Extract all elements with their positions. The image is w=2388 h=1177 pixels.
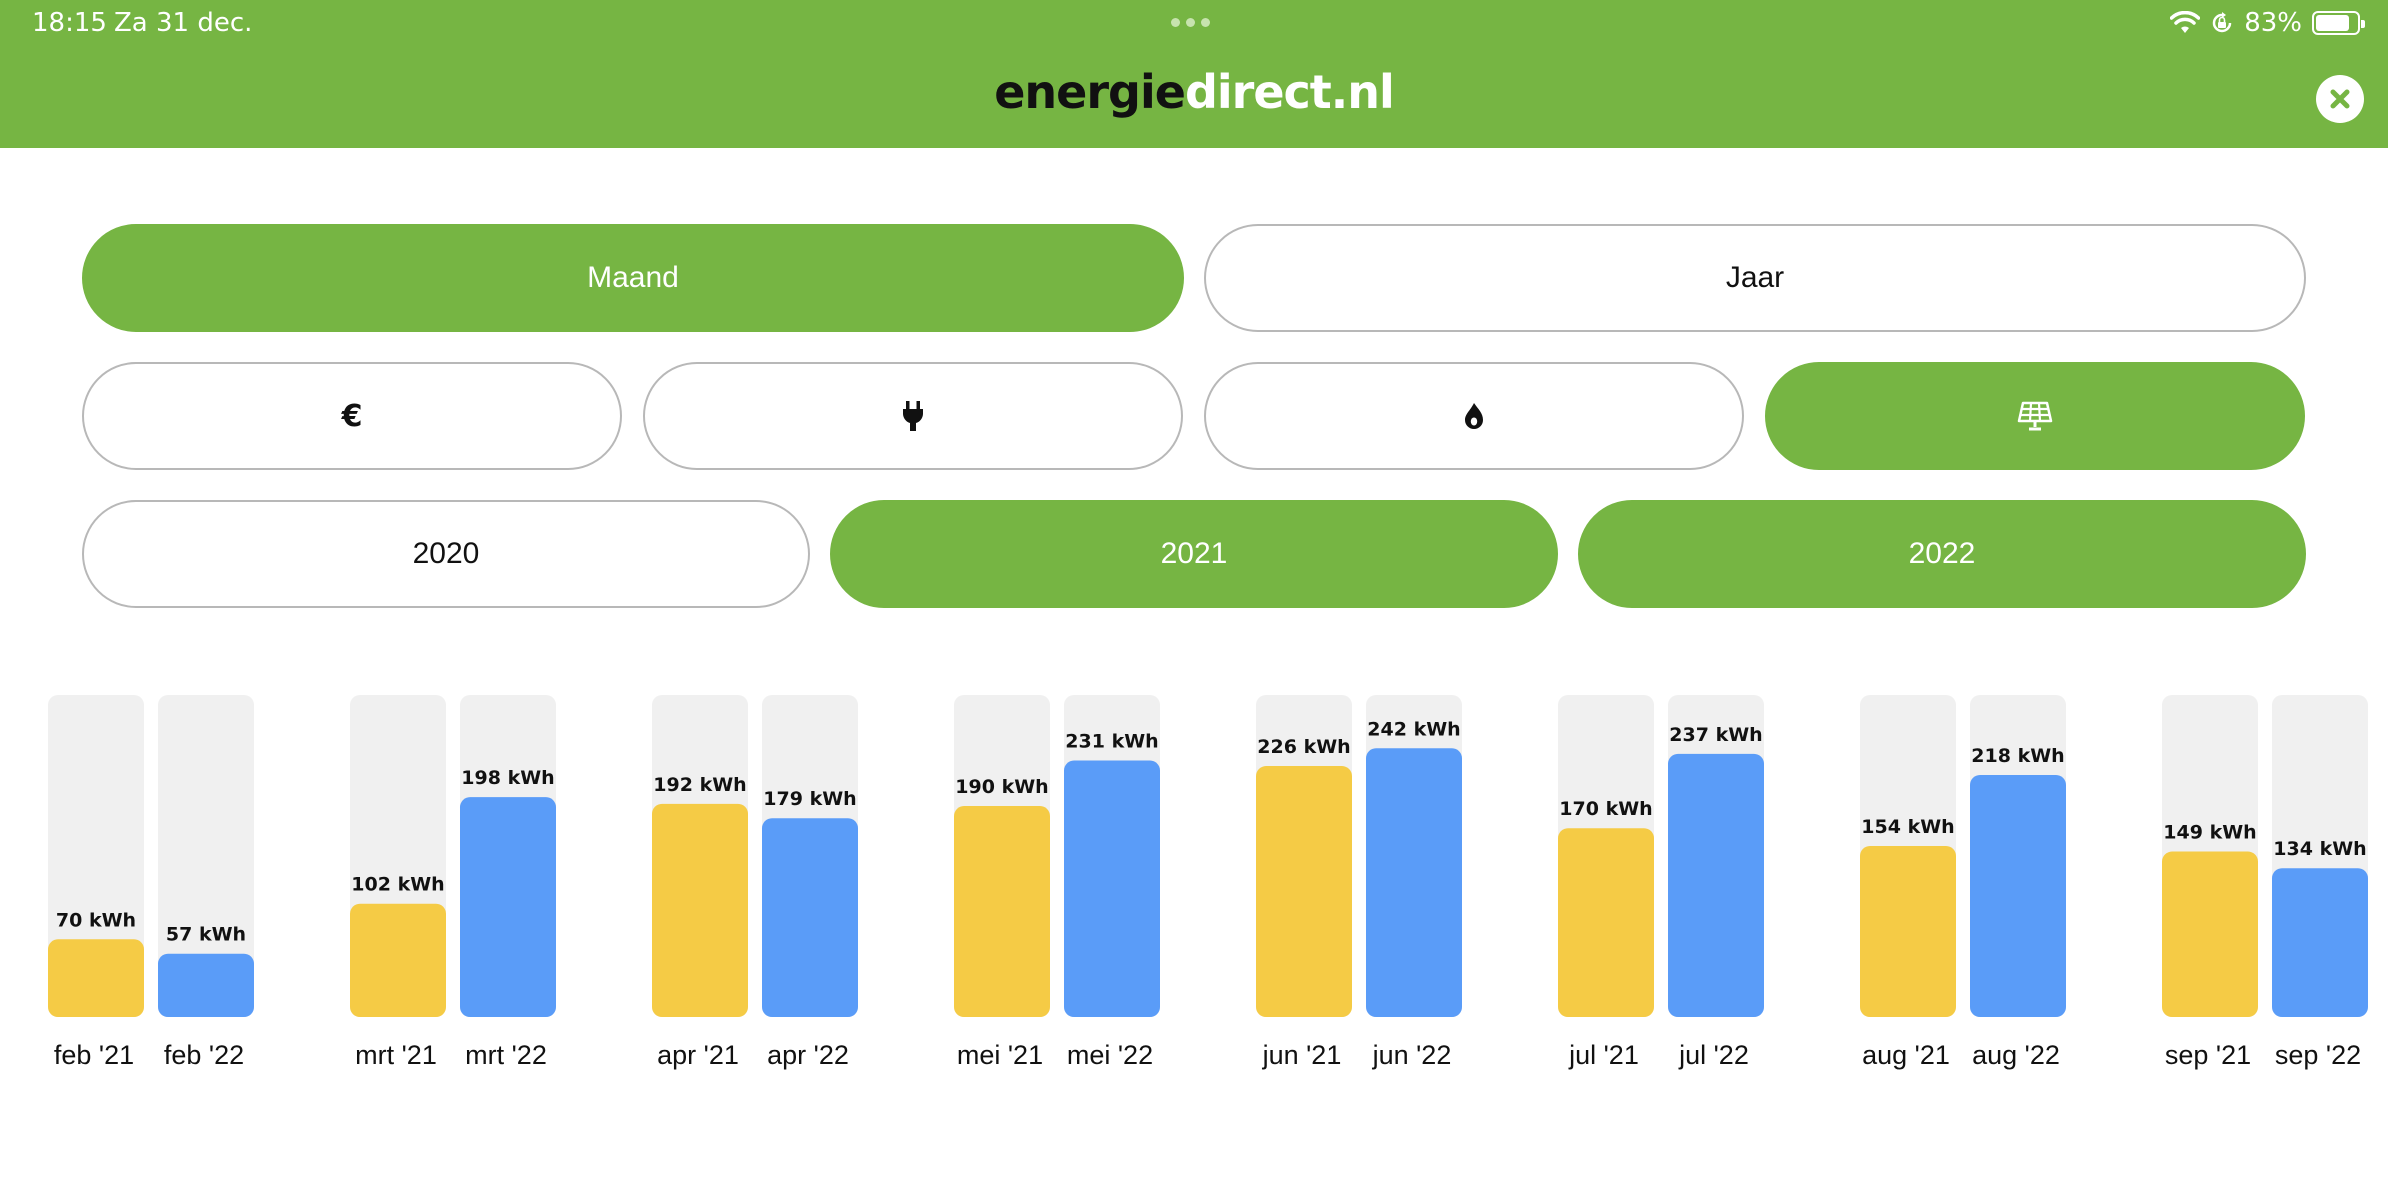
value-label-aug-22: 218 kWh: [1971, 745, 2064, 767]
bar-apr-21[interactable]: [652, 803, 748, 1017]
value-label-feb-21: 70 kWh: [56, 909, 136, 931]
year-2020-button[interactable]: 2020: [82, 500, 810, 608]
tick-label-aug-22: aug '22: [1972, 1040, 2060, 1070]
bar-sep-21[interactable]: [2162, 851, 2258, 1017]
bar-mrt-22[interactable]: [460, 797, 556, 1017]
wifi-icon: [2170, 11, 2201, 33]
value-label-apr-22: 179 kWh: [763, 788, 856, 810]
bar-apr-22[interactable]: [762, 818, 858, 1017]
tick-label-jul-21: jul '21: [1568, 1040, 1639, 1070]
tick-label-jun-22: jun '22: [1372, 1040, 1452, 1070]
tick-label-jun-21: jun '21: [1262, 1040, 1342, 1070]
value-label-feb-22: 57 kWh: [166, 924, 246, 946]
tick-label-aug-21: aug '21: [1862, 1040, 1950, 1070]
bar-sep-22[interactable]: [2272, 868, 2368, 1017]
tick-label-feb-21: feb '21: [54, 1040, 134, 1070]
year-2022-label: 2022: [1908, 537, 1976, 570]
multitasking-dots-icon[interactable]: [1171, 18, 1210, 27]
bar-jun-21[interactable]: [1256, 766, 1352, 1017]
period-jaar-button[interactable]: Jaar: [1204, 224, 2306, 332]
bar-jul-21[interactable]: [1558, 828, 1654, 1017]
value-label-jul-21: 170 kWh: [1559, 798, 1652, 820]
logo-part-light: direct.nl: [1184, 65, 1395, 119]
type-electricity-button[interactable]: [643, 362, 1183, 470]
status-right: 83%: [2170, 8, 2365, 38]
flame-icon: [1465, 403, 1483, 429]
tick-label-mrt-21: mrt '21: [355, 1040, 437, 1070]
orientation-lock-icon: [2212, 12, 2232, 33]
solar-panel-icon: [2017, 401, 2053, 431]
period-jaar-label: Jaar: [1725, 261, 1785, 294]
value-label-jun-21: 226 kWh: [1257, 736, 1350, 758]
period-maand-label: Maand: [587, 261, 679, 294]
bar-track-feb-21: [48, 695, 144, 1017]
bar-feb-21[interactable]: [48, 939, 144, 1017]
value-label-mei-22: 231 kWh: [1065, 731, 1158, 753]
battery-percentage: 83%: [2244, 8, 2302, 38]
type-gas-button[interactable]: [1204, 362, 1744, 470]
year-2021-button[interactable]: 2021: [830, 500, 1558, 608]
value-label-sep-22: 134 kWh: [2273, 838, 2366, 860]
close-button[interactable]: [2316, 75, 2364, 123]
battery-icon: [2312, 11, 2365, 35]
bar-jul-22[interactable]: [1668, 753, 1764, 1017]
value-label-mrt-22: 198 kWh: [461, 767, 554, 789]
bar-track-feb-22: [158, 695, 254, 1017]
tick-label-jul-22: jul '22: [1678, 1040, 1749, 1070]
value-label-apr-21: 192 kWh: [653, 774, 746, 796]
status-date: Za 31 dec.: [114, 8, 253, 38]
close-icon: [2330, 89, 2350, 109]
plug-icon: [903, 401, 923, 431]
bar-mrt-21[interactable]: [350, 903, 446, 1017]
tick-label-mei-21: mei '21: [957, 1040, 1043, 1070]
bar-aug-22[interactable]: [1970, 774, 2066, 1017]
tick-label-mrt-22: mrt '22: [465, 1040, 547, 1070]
bar-mei-22[interactable]: [1064, 760, 1160, 1017]
tick-label-sep-21: sep '21: [2165, 1040, 2251, 1070]
logo-part-dark: energie: [994, 65, 1186, 119]
tick-label-apr-21: apr '21: [657, 1040, 739, 1070]
type-cost-button[interactable]: €: [82, 362, 622, 470]
year-2022-button[interactable]: 2022: [1578, 500, 2306, 608]
year-2021-label: 2021: [1160, 537, 1228, 570]
tick-label-sep-22: sep '22: [2275, 1040, 2361, 1070]
tick-label-mei-22: mei '22: [1067, 1040, 1153, 1070]
tick-label-feb-22: feb '22: [164, 1040, 244, 1070]
year-2020-label: 2020: [412, 537, 480, 570]
value-label-mrt-21: 102 kWh: [351, 874, 444, 896]
value-label-aug-21: 154 kWh: [1861, 816, 1954, 838]
solar-production-chart[interactable]: 70 kWh feb '21 57 kWh feb '22 102 kWh mrt '21…: [0, 660, 2388, 1080]
top-bar: 18:15 Za 31 dec. 83% energiedirect.nl: [0, 0, 2388, 148]
bar-feb-22[interactable]: [158, 953, 254, 1017]
bar-aug-21[interactable]: [1860, 846, 1956, 1017]
battery-fill: [2316, 15, 2350, 31]
value-label-jun-22: 242 kWh: [1367, 718, 1460, 740]
value-label-mei-21: 190 kWh: [955, 776, 1048, 798]
value-label-sep-21: 149 kWh: [2163, 822, 2256, 844]
tick-label-apr-22: apr '22: [767, 1040, 849, 1070]
energiedirect-logo: energiedirect.nl: [0, 62, 2388, 122]
period-maand-button[interactable]: Maand: [82, 224, 1184, 332]
euro-icon: €: [341, 398, 363, 434]
value-label-jul-22: 237 kWh: [1669, 724, 1762, 746]
bar-mei-21[interactable]: [954, 806, 1050, 1017]
bar-jun-22[interactable]: [1366, 748, 1462, 1017]
status-time: 18:15: [32, 8, 107, 38]
type-solar-button[interactable]: [1765, 362, 2305, 470]
